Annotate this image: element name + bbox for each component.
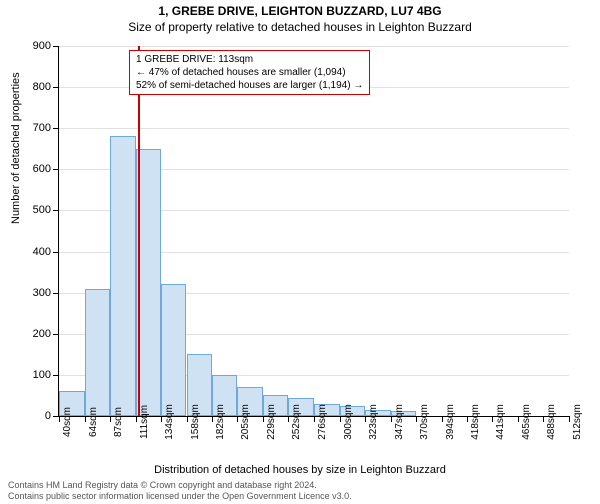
histogram-bar (161, 284, 187, 416)
x-tick (161, 416, 162, 422)
annotation-box: 1 GREBE DRIVE: 113sqm ← 47% of detached … (129, 50, 370, 95)
x-tick-label: 488sqm (546, 404, 557, 440)
x-tick-label: 64sqm (88, 407, 99, 437)
x-tick-label: 182sqm (215, 404, 226, 440)
y-tick-label: 300 (33, 287, 51, 299)
y-tick-label: 600 (33, 163, 51, 175)
y-tick (53, 46, 59, 47)
x-tick-label: 323sqm (368, 404, 379, 440)
x-tick-label: 276sqm (317, 404, 328, 440)
y-tick-label: 500 (33, 204, 51, 216)
histogram-bar (110, 136, 136, 416)
x-tick (187, 416, 188, 422)
x-tick-label: 512sqm (572, 404, 583, 440)
x-tick-label: 300sqm (343, 404, 354, 440)
y-tick (53, 375, 59, 376)
footer-line1: Contains HM Land Registry data © Crown c… (8, 480, 352, 491)
x-tick (416, 416, 417, 422)
title-sub: Size of property relative to detached ho… (0, 20, 600, 34)
y-tick-label: 400 (33, 246, 51, 258)
x-tick-label: 370sqm (419, 404, 430, 440)
annotation-line2: ← 47% of detached houses are smaller (1,… (136, 66, 363, 79)
x-tick-label: 394sqm (445, 404, 456, 440)
x-tick (136, 416, 137, 422)
x-tick-label: 134sqm (164, 404, 175, 440)
y-axis-title: Number of detached properties (10, 72, 22, 224)
y-tick-label: 800 (33, 81, 51, 93)
y-tick (53, 210, 59, 211)
y-tick-label: 700 (33, 122, 51, 134)
x-tick (59, 416, 60, 422)
x-tick-label: 418sqm (470, 404, 481, 440)
y-tick (53, 169, 59, 170)
x-tick (391, 416, 392, 422)
x-tick (518, 416, 519, 422)
x-tick (85, 416, 86, 422)
chart-container: 1, GREBE DRIVE, LEIGHTON BUZZARD, LU7 4B… (0, 4, 600, 504)
x-tick-label: 158sqm (190, 404, 201, 440)
y-tick (53, 334, 59, 335)
x-tick-label: 229sqm (266, 404, 277, 440)
x-tick-label: 465sqm (521, 404, 532, 440)
x-tick-label: 205sqm (240, 404, 251, 440)
marker-line (138, 46, 140, 416)
x-tick (314, 416, 315, 422)
x-tick (110, 416, 111, 422)
annotation-line1: 1 GREBE DRIVE: 113sqm (136, 53, 363, 66)
x-tick (492, 416, 493, 422)
x-tick (569, 416, 570, 422)
x-tick (340, 416, 341, 422)
title-main: 1, GREBE DRIVE, LEIGHTON BUZZARD, LU7 4B… (0, 4, 600, 18)
x-tick-label: 87sqm (113, 407, 124, 437)
histogram-bar (85, 289, 110, 416)
y-tick-label: 200 (33, 328, 51, 340)
y-tick (53, 293, 59, 294)
x-tick (237, 416, 238, 422)
y-tick-label: 900 (33, 40, 51, 52)
y-tick (53, 87, 59, 88)
y-tick-label: 100 (33, 369, 51, 381)
y-tick (53, 252, 59, 253)
x-axis-title: Distribution of detached houses by size … (0, 464, 600, 476)
y-tick-label: 0 (45, 410, 51, 422)
x-tick-label: 111sqm (139, 405, 150, 439)
x-tick-label: 40sqm (62, 407, 73, 437)
x-tick (288, 416, 289, 422)
footer-line2: Contains public sector information licen… (8, 491, 352, 502)
x-tick-label: 347sqm (394, 404, 405, 440)
x-tick (467, 416, 468, 422)
x-tick-label: 441sqm (495, 404, 506, 440)
x-tick (543, 416, 544, 422)
x-tick-label: 252sqm (291, 404, 302, 440)
footer: Contains HM Land Registry data © Crown c… (8, 480, 352, 502)
grid-line (59, 128, 569, 129)
annotation-line3: 52% of semi-detached houses are larger (… (136, 79, 363, 92)
grid-line (59, 46, 569, 47)
x-tick (212, 416, 213, 422)
x-tick (442, 416, 443, 422)
x-tick (365, 416, 366, 422)
x-tick (263, 416, 264, 422)
y-tick (53, 128, 59, 129)
chart-plot-area: 1 GREBE DRIVE: 113sqm ← 47% of detached … (58, 46, 569, 417)
